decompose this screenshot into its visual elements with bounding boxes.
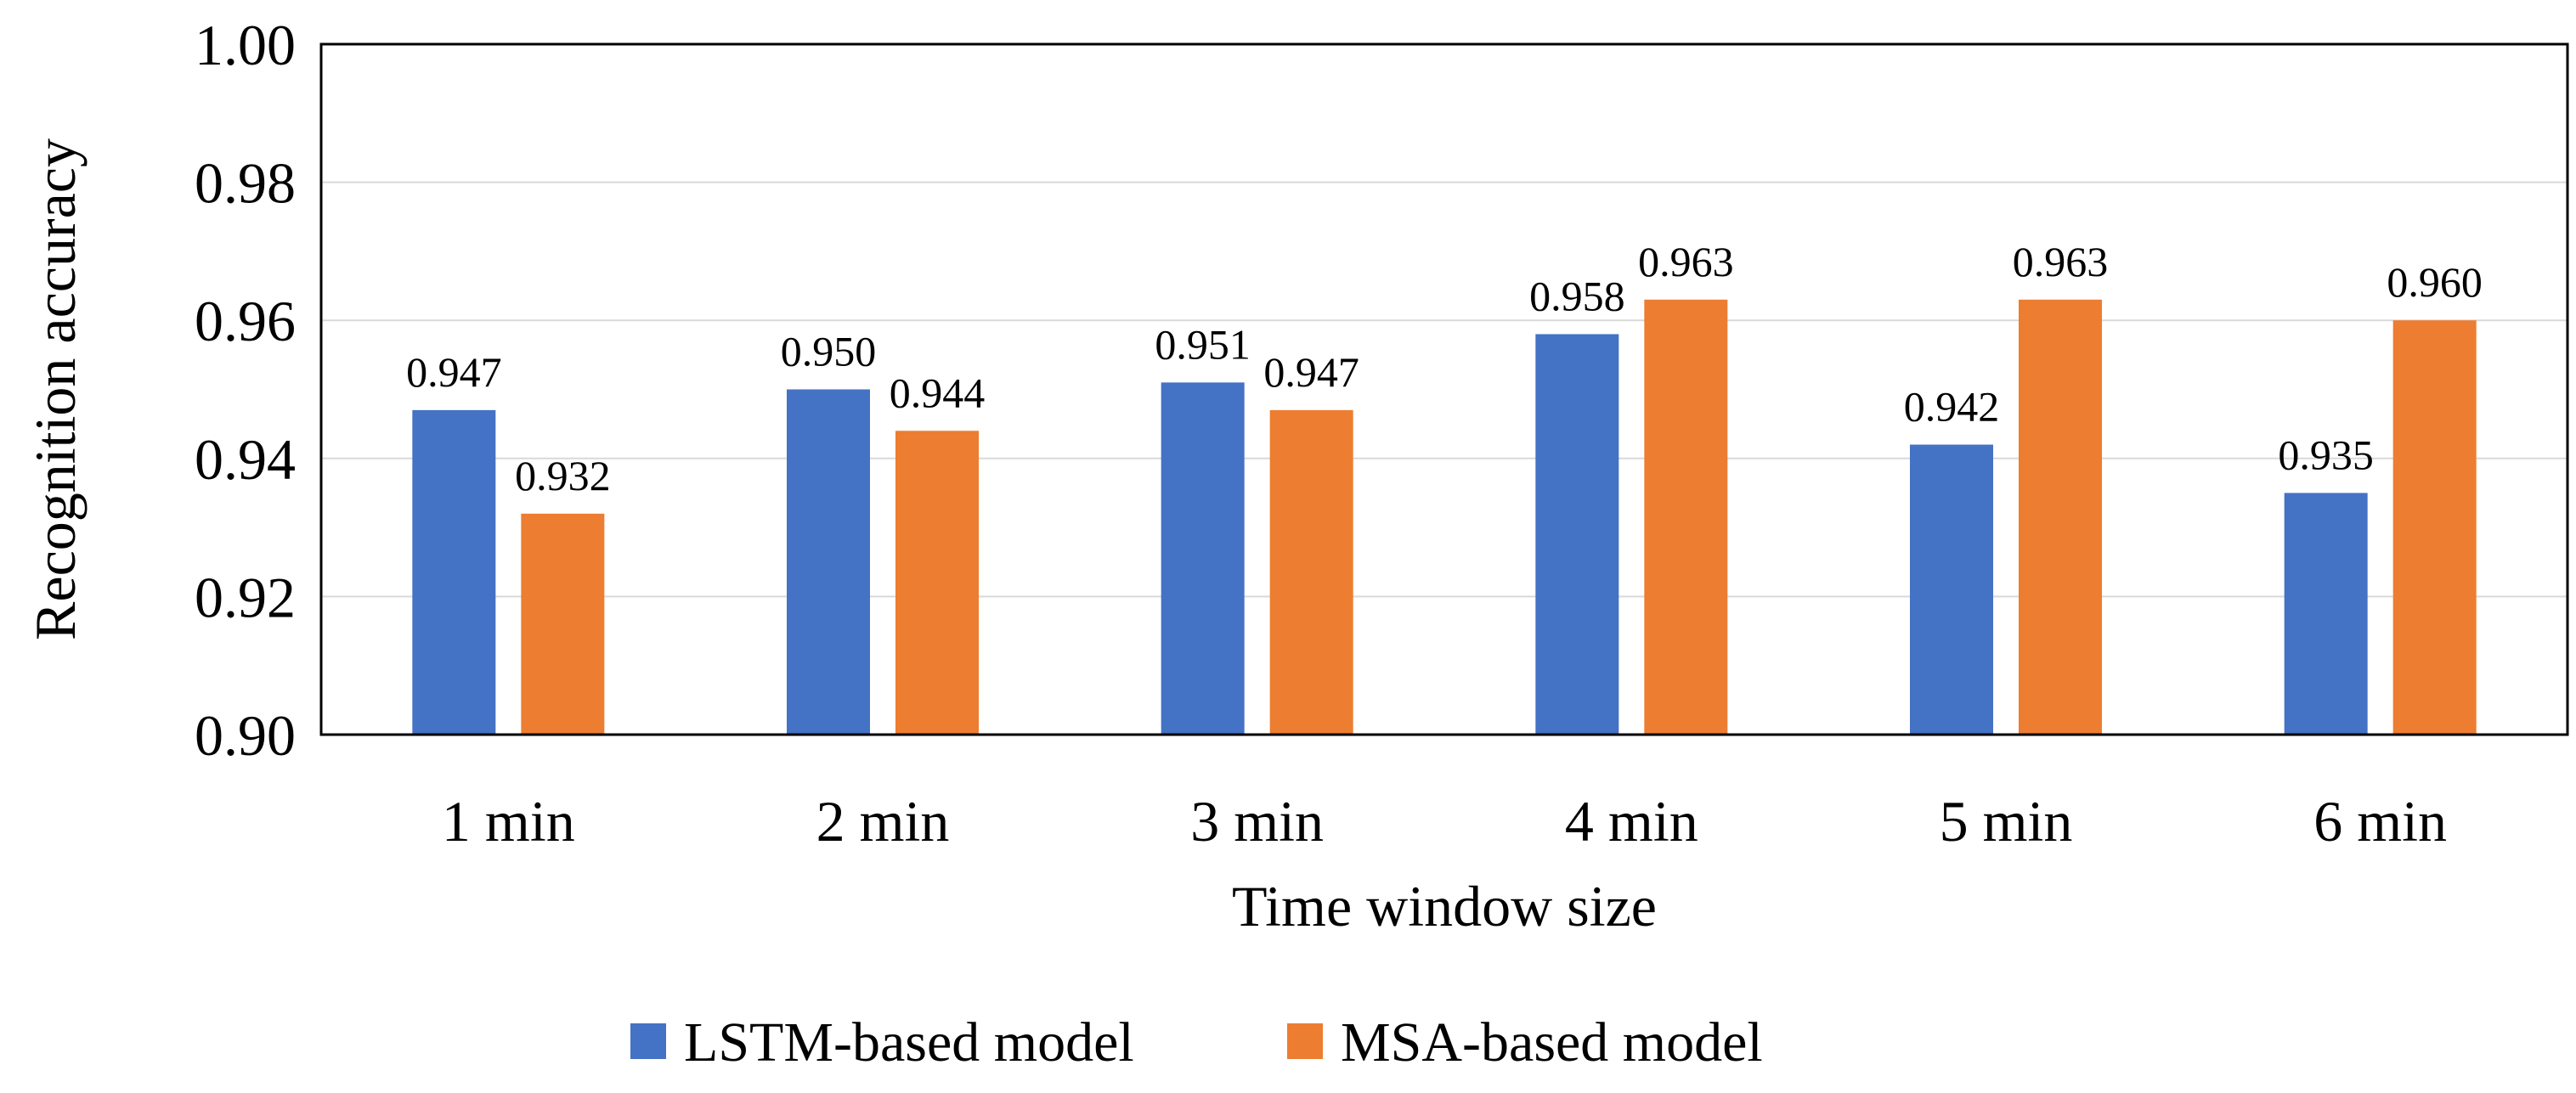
bars xyxy=(412,299,2477,735)
y-axis-ticks: 0.90 0.92 0.94 0.96 0.98 1.00 xyxy=(195,13,296,768)
data-label-msa-5: 0.963 xyxy=(2013,238,2109,285)
data-label-msa-1: 0.932 xyxy=(515,452,611,499)
y-tick-label: 0.92 xyxy=(195,565,296,629)
gridlines xyxy=(321,181,2568,598)
x-axis-title: Time window size xyxy=(1232,874,1657,938)
bar-lstm-5 xyxy=(1910,444,1993,735)
legend-swatch-msa xyxy=(1287,1023,1323,1059)
legend-label-lstm: LSTM-based model xyxy=(684,1011,1134,1073)
legend-label-msa: MSA-based model xyxy=(1341,1011,1763,1073)
bar-msa-1 xyxy=(521,513,605,735)
data-label-msa-2: 0.944 xyxy=(890,369,986,416)
y-axis-title: Recognition accuracy xyxy=(23,138,88,640)
bar-msa-4 xyxy=(1644,299,1728,735)
data-labels: 0.9470.9320.9500.9440.9510.9470.9580.963… xyxy=(406,238,2483,499)
data-label-lstm-6: 0.935 xyxy=(2278,431,2374,478)
x-tick-label: 6 min xyxy=(2313,789,2447,854)
x-axis-ticks: 1 min 2 min 3 min 4 min 5 min 6 min xyxy=(442,789,2447,854)
plot-area-border xyxy=(319,42,2569,736)
data-label-msa-4: 0.963 xyxy=(1638,238,1734,285)
data-label-msa-3: 0.947 xyxy=(1263,348,1359,396)
bar-msa-5 xyxy=(2019,299,2102,735)
x-tick-label: 2 min xyxy=(816,789,950,854)
bar-lstm-3 xyxy=(1161,382,1245,735)
legend-swatch-lstm xyxy=(630,1023,666,1059)
x-tick-label: 1 min xyxy=(442,789,575,854)
bar-lstm-4 xyxy=(1535,334,1619,735)
data-label-lstm-4: 0.958 xyxy=(1529,272,1625,319)
y-tick-label: 0.90 xyxy=(195,703,296,768)
legend: LSTM-based model MSA-based model xyxy=(630,1011,1763,1073)
bar-msa-3 xyxy=(1269,409,1353,735)
y-tick-label: 0.94 xyxy=(195,427,296,492)
data-label-lstm-5: 0.942 xyxy=(1904,383,2000,431)
bar-msa-2 xyxy=(895,431,979,735)
x-tick-label: 4 min xyxy=(1565,789,1698,854)
data-label-msa-6: 0.960 xyxy=(2387,258,2483,306)
data-label-lstm-2: 0.950 xyxy=(781,328,877,375)
bar-msa-6 xyxy=(2392,320,2477,735)
x-tick-label: 3 min xyxy=(1190,789,1324,854)
bar-lstm-6 xyxy=(2284,493,2368,735)
data-label-lstm-1: 0.947 xyxy=(406,348,502,396)
data-label-lstm-3: 0.951 xyxy=(1155,320,1251,368)
y-tick-label: 0.96 xyxy=(195,289,296,353)
x-tick-label: 5 min xyxy=(1940,789,2073,854)
bar-lstm-1 xyxy=(412,409,496,735)
y-tick-label: 0.98 xyxy=(195,151,296,216)
bar-lstm-2 xyxy=(787,389,870,735)
y-tick-label: 1.00 xyxy=(195,13,296,77)
